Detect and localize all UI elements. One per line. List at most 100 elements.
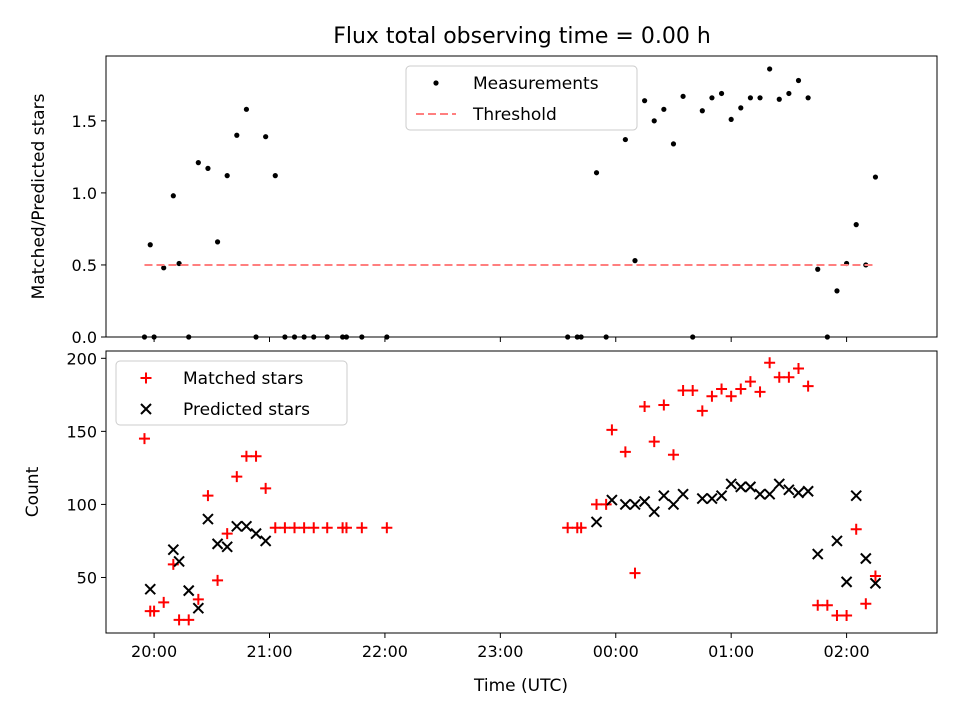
measurement-point-57 (872, 174, 879, 180)
x-tick-label-1: 21:00 (246, 642, 292, 661)
predicted-star-point-21 (696, 492, 709, 505)
legend-box-ratio (405, 65, 638, 131)
predicted-star-point-34 (831, 535, 843, 547)
measurement-point-1 (147, 242, 153, 248)
predicted-star-point-9 (240, 520, 253, 533)
matched-star-point-37 (677, 384, 689, 396)
legend-box-counts (115, 360, 348, 426)
measurement-point-31 (622, 136, 628, 143)
measurement-point-33 (642, 98, 648, 104)
measurement-point-14 (263, 134, 269, 140)
y-axis-label-counts: Count (23, 466, 43, 517)
matched-star-point-34 (648, 436, 660, 448)
measurement-point-9 (214, 239, 221, 245)
measurement-point-48 (786, 90, 792, 97)
predicted-star-point-11 (259, 535, 272, 547)
x-axis-label: Time (UTC) (473, 676, 568, 696)
matched-star-point-33 (639, 401, 651, 413)
matched-star-point-9 (212, 574, 224, 586)
predicted-star-point-27 (754, 488, 766, 500)
matched-star-point-27 (575, 522, 587, 534)
measurement-point-39 (699, 108, 705, 114)
measurement-point-41 (718, 90, 725, 97)
predicted-star-point-2 (173, 555, 185, 568)
measurement-point-40 (709, 95, 715, 101)
measurement-point-37 (680, 93, 686, 99)
measurement-point-7 (195, 160, 201, 166)
matched-star-point-54 (841, 609, 853, 621)
predicted-star-point-14 (619, 498, 632, 511)
predicted-star-point-26 (744, 481, 757, 493)
matched-star-point-14 (260, 482, 272, 494)
predicted-star-point-22 (706, 492, 718, 505)
matched-star-point-38 (687, 384, 699, 396)
measurement-point-47 (776, 96, 782, 102)
matched-star-point-55 (850, 523, 862, 535)
y-tick-label-ratio-3: 1.5 (72, 112, 97, 131)
measurement-point-3 (161, 265, 167, 271)
predicted-star-point-23 (715, 489, 728, 502)
measurement-point-35 (661, 106, 667, 112)
matched-star-point-0 (138, 433, 150, 445)
measurement-point-46 (767, 66, 773, 72)
matched-star-point-44 (744, 376, 756, 388)
legend-label-measurements: Measurements (473, 74, 599, 94)
matched-star-point-25 (562, 522, 574, 534)
matched-star-point-30 (606, 424, 618, 436)
x-tick-label-2: 22:00 (362, 642, 408, 661)
x-tick-label-6: 02:00 (824, 642, 870, 661)
measurement-point-10 (224, 173, 230, 179)
predicted-star-point-15 (629, 498, 641, 511)
matched-star-point-6 (183, 614, 195, 626)
predicted-star-point-25 (735, 481, 747, 493)
predicted-star-point-7 (221, 541, 233, 553)
matched-star-point-56 (860, 598, 872, 610)
measurement-point-53 (834, 288, 840, 294)
y-tick-label-ratio-0: 0.0 (72, 328, 97, 347)
x-tick-label-0: 20:00 (131, 642, 177, 661)
predicted-star-point-29 (773, 478, 785, 490)
matched-star-point-43 (735, 383, 747, 395)
measurement-point-28 (593, 170, 600, 176)
measurement-point-32 (632, 258, 638, 264)
matched-star-point-16 (279, 522, 291, 534)
y-axis-label-ratio: Matched/Predicted stars (29, 93, 49, 299)
measurement-point-11 (234, 132, 240, 138)
matched-star-point-50 (802, 380, 814, 392)
measurement-point-45 (757, 95, 763, 101)
x-tick-label-4: 00:00 (593, 642, 639, 661)
predicted-star-point-32 (802, 485, 814, 497)
matched-star-point-31 (619, 446, 631, 458)
predicted-star-point-18 (658, 489, 670, 502)
matched-star-point-10 (221, 528, 233, 540)
matched-star-point-39 (696, 405, 708, 417)
predicted-star-point-37 (860, 552, 872, 565)
x-tick-label-5: 01:00 (708, 642, 754, 661)
predicted-star-point-24 (725, 478, 737, 490)
predicted-star-point-12 (590, 516, 603, 528)
predicted-star-point-28 (763, 488, 776, 500)
measurement-point-43 (738, 105, 744, 111)
predicted-star-point-16 (638, 495, 651, 508)
predicted-star-point-13 (606, 494, 618, 506)
measurement-point-50 (805, 95, 811, 101)
matched-star-point-19 (308, 522, 320, 534)
y-tick-label-counts-0: 50 (77, 568, 97, 587)
matched-star-point-11 (231, 471, 243, 483)
matched-star-point-52 (821, 599, 833, 611)
y-tick-label-counts-1: 100 (66, 495, 97, 514)
matched-star-point-49 (793, 363, 804, 375)
predicted-star-point-31 (792, 487, 805, 499)
axes-frame-counts (105, 350, 938, 634)
matched-star-point-36 (667, 449, 679, 461)
matched-star-point-8 (202, 490, 214, 502)
predicted-star-point-30 (783, 484, 795, 496)
matched-star-point-12 (240, 450, 252, 462)
measurement-point-49 (795, 77, 802, 84)
y-tick-label-counts-3: 200 (66, 349, 97, 368)
matched-star-point-48 (783, 371, 795, 383)
y-tick-label-ratio-1: 0.5 (72, 256, 97, 275)
matched-star-point-22 (340, 522, 352, 534)
matched-star-point-15 (269, 522, 281, 534)
predicted-star-point-35 (840, 576, 853, 588)
